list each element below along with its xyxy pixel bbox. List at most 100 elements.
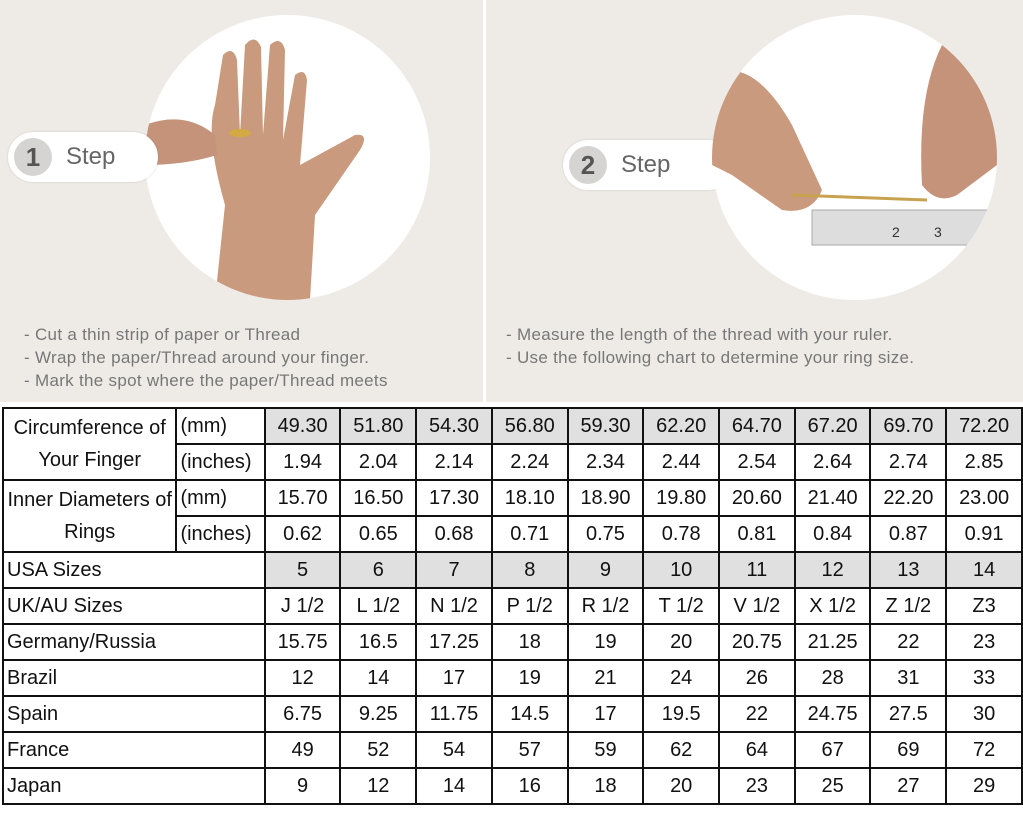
table-cell: 6.75 <box>263 695 342 733</box>
table-cell: 20.75 <box>718 623 796 661</box>
table-cell: 11.75 <box>415 695 493 733</box>
step2-instructions: Measure the length of the thread with yo… <box>506 323 914 369</box>
table-cell: 20 <box>642 767 721 805</box>
table-cell: 51.80 <box>339 407 418 445</box>
table-cell: 22 <box>869 623 948 661</box>
table-cell: 27 <box>869 767 948 805</box>
table-cell: 0.62 <box>263 515 342 553</box>
svg-text:3: 3 <box>934 224 942 240</box>
table-cell: 49 <box>263 731 342 769</box>
table-cell: 24 <box>642 659 721 697</box>
table-cell: 12 <box>793 551 872 589</box>
table-cell: 16.5 <box>339 623 418 661</box>
instruction: Cut a thin strip of paper or Thread <box>24 323 388 346</box>
hand-measuring-photo <box>145 15 430 300</box>
table-cell: 2.04 <box>339 443 418 481</box>
table-cell: 2.64 <box>793 443 872 481</box>
table-cell: 5 <box>263 551 342 589</box>
table-cell: Japan <box>2 767 266 805</box>
table-cell: 23.00 <box>945 479 1023 517</box>
table-cell: 0.81 <box>718 515 796 553</box>
table-cell: USA Sizes <box>2 551 266 589</box>
table-row: Circumference of Your Finger (mm) 49.30 51.… <box>1 407 1023 481</box>
table-row: Germany/Russia 15.75 16.5 17.25 18 19 20 20.75 2… <box>2 623 1023 661</box>
table-cell: 2.54 <box>718 443 796 481</box>
table-cell: 2.24 <box>490 443 569 481</box>
table-cell: 2.44 <box>642 443 721 481</box>
table-cell: 20.60 <box>718 479 796 517</box>
table-cell: Inner Diameters of Rings <box>1 479 178 553</box>
step2-label: Step <box>621 151 671 178</box>
table-cell: UK/AU Sizes <box>2 587 266 625</box>
step2-badge: 2 Step <box>563 140 733 190</box>
table-cell: 8 <box>490 551 569 589</box>
table-cell: 30 <box>945 695 1023 733</box>
table-cell: 2.14 <box>415 443 493 481</box>
table-cell: 59 <box>566 731 645 769</box>
step1-label: Step <box>66 143 116 170</box>
table-cell: 0.78 <box>642 515 721 553</box>
table-cell: 21 <box>566 659 645 697</box>
table-row: Spain 6.75 9.25 11.75 14.5 17 19.5 22 24.75 27.5 3… <box>2 695 1023 733</box>
instruction: Use the following chart to determine you… <box>506 346 914 369</box>
table-row: (inches) 0.62 0.65 0.68 0.71 0.75 0.78 0.81 0.84… <box>3 515 1023 553</box>
table-cell: 10 <box>642 551 721 589</box>
table-cell: 2.34 <box>566 443 645 481</box>
table-row: UK/AU Sizes J 1/2 L 1/2 N 1/2 P 1/2 R 1/2 T 1/… <box>2 587 1023 625</box>
table-cell: Germany/Russia <box>2 623 266 661</box>
table-cell: 9 <box>566 551 645 589</box>
table-cell: 23 <box>945 623 1023 661</box>
table-cell: 72 <box>945 731 1023 769</box>
table-cell: T 1/2 <box>642 587 721 625</box>
table-cell: L 1/2 <box>339 587 418 625</box>
table-cell: (mm) <box>175 407 266 445</box>
table-cell: 19.80 <box>642 479 721 517</box>
step1-badge: 1 Step <box>8 132 158 182</box>
table-cell: 11 <box>718 551 796 589</box>
table-cell: 56.80 <box>490 407 569 445</box>
table-cell: 23 <box>718 767 796 805</box>
table-cell: 0.75 <box>566 515 645 553</box>
table-cell: 14 <box>945 551 1023 589</box>
table-cell: 6 <box>339 551 418 589</box>
table-cell: 33 <box>945 659 1023 697</box>
table-cell: (inches) <box>175 443 266 481</box>
table-cell: 17 <box>566 695 645 733</box>
table-cell: J 1/2 <box>263 587 342 625</box>
table-cell: 25 <box>793 767 872 805</box>
table-cell: 18 <box>566 767 645 805</box>
table-cell: 20 <box>642 623 721 661</box>
table-cell: 16.50 <box>339 479 418 517</box>
table-cell: France <box>2 731 266 769</box>
table-cell: 54 <box>415 731 493 769</box>
table-cell: 52 <box>339 731 418 769</box>
table-row: USA Sizes 5 6 7 8 9 10 11 12 13 14 <box>2 551 1023 589</box>
table-cell: 29 <box>945 767 1023 805</box>
table-cell: 18.10 <box>490 479 569 517</box>
table-cell: P 1/2 <box>490 587 569 625</box>
table-cell: 19.5 <box>642 695 721 733</box>
table-row: Inner Diameters of Rings (mm) 15.70 16.50 17… <box>1 479 1023 553</box>
table-cell: 69.70 <box>869 407 948 445</box>
table-cell: 14 <box>339 659 418 697</box>
table-cell: 18 <box>490 623 569 661</box>
table-cell: 19 <box>566 623 645 661</box>
step1-instructions: Cut a thin strip of paper or Thread Wrap… <box>24 323 388 392</box>
table-cell: X 1/2 <box>793 587 872 625</box>
table-cell: (mm) <box>175 479 266 517</box>
table-cell: 9 <box>263 767 342 805</box>
table-cell: 17 <box>415 659 493 697</box>
table-cell: 0.71 <box>490 515 569 553</box>
table-cell: V 1/2 <box>718 587 796 625</box>
table-cell: 31 <box>869 659 948 697</box>
ring-size-chart: Circumference of Your Finger (mm) 49.30 51.… <box>1 407 1023 805</box>
table-cell: 57 <box>490 731 569 769</box>
table-cell: 21.25 <box>793 623 872 661</box>
table-cell: 18.90 <box>566 479 645 517</box>
table-row: Brazil 12 14 17 19 21 24 26 28 31 33 <box>2 659 1023 697</box>
table-cell: 15.70 <box>263 479 342 517</box>
table-cell: 62 <box>642 731 721 769</box>
table-cell: 0.84 <box>793 515 872 553</box>
instruction: Measure the length of the thread with yo… <box>506 323 914 346</box>
